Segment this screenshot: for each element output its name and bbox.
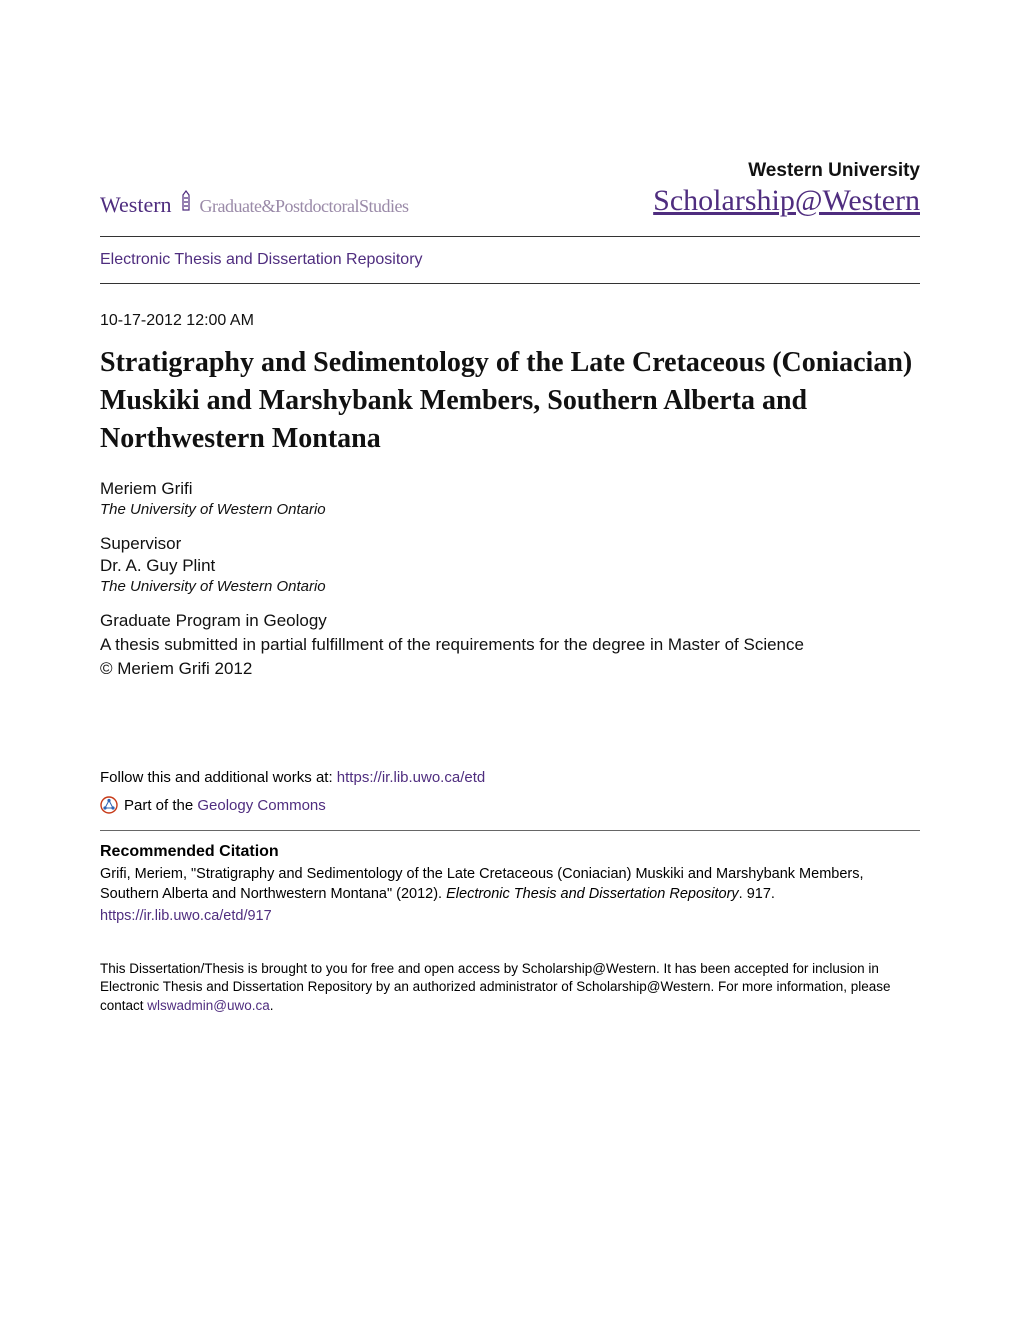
citation-part-2: . 917. [739,886,775,902]
collection-link[interactable]: Electronic Thesis and Dissertation Repos… [100,251,423,268]
citation-series-title: Electronic Thesis and Dissertation Repos… [446,886,739,902]
institution-logo: Western Graduate&PostdoctoralStudies [100,190,409,218]
supervisor-role: Supervisor [100,534,920,554]
cover-page: Western Graduate&PostdoctoralStudies Wes… [0,0,1020,1075]
part-of-row: Part of the Geology Commons [100,796,920,814]
part-of-prefix: Part of the [124,797,197,814]
author-name: Meriem Grifi [100,479,920,499]
repository-link[interactable]: Scholarship@Western [653,184,920,217]
contact-email-link[interactable]: wlswadmin@uwo.ca [147,998,270,1013]
header-row: Western Graduate&PostdoctoralStudies Wes… [100,160,920,218]
follow-block: Follow this and additional works at: htt… [100,769,920,786]
university-name: Western University [653,160,920,182]
network-icon [100,796,118,814]
copyright-line: © Meriem Grifi 2012 [100,659,920,679]
supervisor-affiliation: The University of Western Ontario [100,578,920,595]
submission-datetime: 10-17-2012 12:00 AM [100,312,920,330]
citation-url[interactable]: https://ir.lib.uwo.ca/etd/917 [100,907,920,927]
tower-icon [178,190,194,212]
program-line: Graduate Program in Geology [100,611,920,631]
divider [100,830,920,831]
logo-wordmark: Western [100,192,172,218]
supervisor-name: Dr. A. Guy Plint [100,556,920,576]
repository-title-block: Western University Scholarship@Western [653,160,920,218]
collection-row: Electronic Thesis and Dissertation Repos… [100,237,920,283]
commons-link[interactable]: Geology Commons [197,797,325,814]
submission-line: A thesis submitted in partial fulfillmen… [100,635,920,655]
logo-subunit: Graduate&PostdoctoralStudies [200,196,409,217]
document-title: Stratigraphy and Sedimentology of the La… [100,344,920,457]
follow-prefix: Follow this and additional works at: [100,769,337,786]
author-affiliation: The University of Western Ontario [100,501,920,518]
follow-link[interactable]: https://ir.lib.uwo.ca/etd [337,769,485,786]
access-statement: This Dissertation/Thesis is brought to y… [100,960,920,1015]
divider [100,283,920,284]
access-text-suffix: . [270,998,274,1013]
recommended-citation-text: Grifi, Meriem, "Stratigraphy and Sedimen… [100,865,920,926]
recommended-citation-heading: Recommended Citation [100,843,920,861]
